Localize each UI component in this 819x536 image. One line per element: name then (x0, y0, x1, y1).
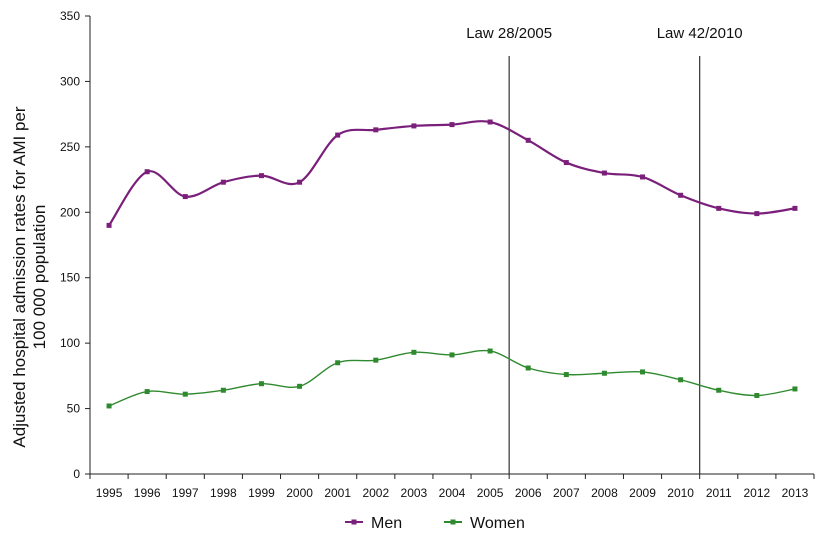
data-point-men (563, 160, 569, 166)
x-tick-label: 1995 (96, 486, 123, 500)
y-tick-label: 250 (60, 140, 80, 154)
data-point-women (525, 365, 531, 371)
y-axis-label-line-1: Adjusted hospital admission rates for AM… (10, 106, 29, 447)
x-tick-label: 1996 (134, 486, 161, 500)
x-axis: 1995 1996 1997 1998 1999 2000 2001 2002 2003 2004… (89, 473, 815, 500)
legend-label-women: Women (470, 515, 525, 532)
data-point-men (106, 222, 112, 228)
annotation-label: Law 28/2005 (466, 25, 552, 42)
legend-marker-women (450, 519, 456, 525)
data-point-men (754, 211, 760, 217)
y-axis-label-line-2: 100 000 population (30, 205, 49, 350)
x-tick-label: 2009 (629, 486, 656, 500)
data-point-women (144, 389, 150, 395)
x-tick-label: 2010 (667, 486, 694, 500)
y-tick-label: 100 (60, 336, 80, 350)
data-point-women (563, 372, 569, 378)
data-point-women (258, 381, 264, 387)
data-point-men (792, 205, 798, 211)
legend: Men Women (345, 515, 525, 532)
data-point-women (754, 392, 760, 398)
x-tick-label: 2011 (706, 486, 732, 500)
x-tick-label: 2001 (324, 486, 351, 500)
y-tick-label: 350 (60, 9, 80, 23)
x-tick-label: 2013 (782, 486, 809, 500)
y-tick-label: 200 (60, 205, 80, 219)
x-tick-label: 2004 (439, 486, 466, 500)
x-tick-label: 2000 (286, 486, 313, 500)
data-point-men (640, 174, 646, 180)
x-tick-label: 2007 (553, 486, 580, 500)
y-tick-label: 50 (67, 402, 81, 416)
data-point-men (678, 192, 684, 198)
data-point-men (182, 194, 188, 200)
x-tick-label: 2005 (477, 486, 504, 500)
data-point-women (792, 386, 798, 392)
series-line-women (108, 349, 796, 407)
data-point-men (297, 179, 303, 185)
data-point-women (182, 391, 188, 397)
x-tick-label: 2012 (743, 486, 770, 500)
data-point-men (716, 205, 722, 211)
x-tick-label: 2003 (401, 486, 428, 500)
y-tick-label: 0 (73, 467, 80, 481)
data-point-men (449, 122, 455, 128)
data-point-men (220, 179, 226, 185)
data-point-women (411, 349, 417, 355)
data-point-men (373, 127, 379, 133)
data-point-women (640, 369, 646, 375)
y-tick-label: 300 (60, 74, 80, 88)
data-point-men (487, 119, 493, 125)
legend-label-men: Men (371, 515, 402, 532)
x-tick-label: 2002 (362, 486, 389, 500)
legend-marker-men (351, 519, 357, 525)
data-point-women (335, 360, 341, 366)
series-line-men (108, 120, 796, 227)
data-point-women (716, 387, 722, 393)
data-point-women (106, 403, 112, 409)
data-point-women (373, 357, 379, 363)
data-point-men (335, 132, 341, 138)
y-axis: 0 50 100 150 200 250 300 350 (60, 9, 91, 481)
data-point-men (258, 173, 264, 179)
x-tick-label: 2006 (515, 486, 542, 500)
data-point-women (487, 348, 493, 354)
data-point-women (601, 370, 607, 376)
data-point-women (449, 352, 455, 358)
y-tick-label: 150 (60, 271, 80, 285)
data-point-men (525, 137, 531, 143)
data-point-women (678, 377, 684, 383)
x-tick-label: 2008 (591, 486, 618, 500)
data-point-men (144, 169, 150, 175)
data-point-women (297, 383, 303, 389)
x-tick-label: 1999 (248, 486, 275, 500)
series-group (106, 119, 798, 409)
data-point-women (220, 387, 226, 393)
data-point-men (601, 170, 607, 176)
annotation-label: Law 42/2010 (657, 25, 743, 42)
data-point-men (411, 123, 417, 129)
annotations: Law 28/2005 Law 42/2010 (466, 25, 743, 474)
x-tick-label: 1998 (210, 486, 237, 500)
x-tick-label: 1997 (172, 486, 199, 500)
